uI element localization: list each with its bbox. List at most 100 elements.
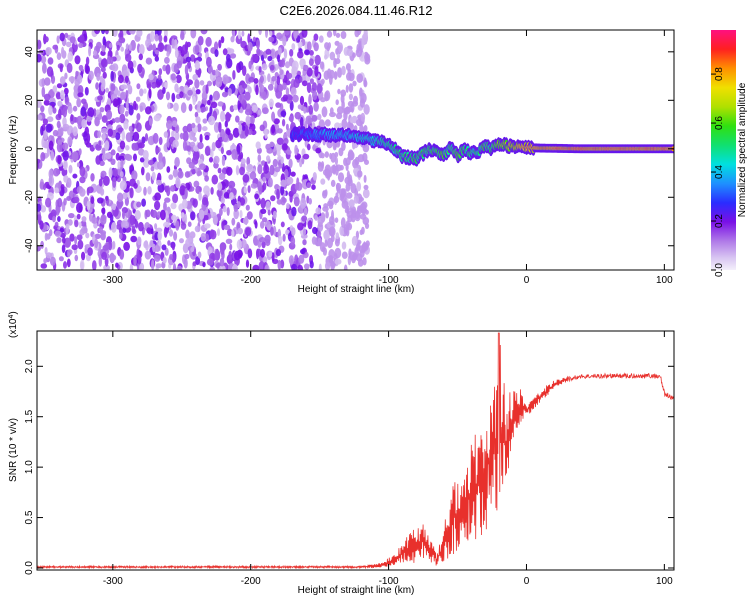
noise-blob (260, 54, 265, 62)
noise-blob (254, 193, 259, 200)
noise-blob (256, 48, 261, 56)
noise-blob (137, 63, 143, 74)
noise-blob (98, 178, 103, 187)
noise-blob (105, 30, 109, 35)
noise-blob (102, 71, 107, 79)
noise-blob (320, 78, 325, 85)
noise-blob (189, 141, 196, 148)
noise-blob (67, 105, 73, 114)
noise-blob (214, 41, 219, 51)
noise-blob (155, 147, 160, 154)
noise-blob (148, 117, 153, 126)
noise-blob (202, 262, 206, 268)
noise-blob (203, 185, 210, 195)
noise-blob (46, 116, 54, 123)
noise-blob (252, 54, 259, 62)
noise-blob (78, 221, 82, 228)
noise-blob (226, 166, 233, 176)
noise-blob (171, 214, 177, 221)
noise-blob (37, 53, 42, 63)
noise-blob (131, 225, 136, 233)
noise-blob (277, 259, 282, 270)
y-tick-label: 0 (24, 146, 35, 152)
noise-blob (81, 226, 88, 234)
noise-blob (335, 112, 343, 120)
noise-blob (76, 98, 82, 108)
noise-blob (304, 263, 310, 270)
noise-blob (136, 113, 141, 121)
noise-blob (341, 142, 346, 151)
noise-blob (154, 33, 159, 42)
snr-y-ticks: 0.0 0.5 1.0 1.5 2.0 (24, 359, 674, 575)
noise-blob (111, 63, 119, 72)
noise-blob (190, 211, 196, 221)
noise-blob (215, 76, 223, 88)
y-tick-label: 1.0 (24, 460, 35, 474)
noise-blob (107, 128, 114, 137)
noise-blob (81, 216, 87, 222)
noise-blob (343, 264, 348, 270)
noise-blob (246, 211, 253, 220)
noise-blob (57, 128, 62, 137)
noise-blob (286, 176, 294, 185)
noise-blob (269, 30, 273, 36)
noise-blob (44, 232, 48, 241)
noise-blob (229, 53, 237, 59)
noise-blob (172, 193, 179, 204)
noise-blob (120, 46, 124, 52)
noise-blob (198, 211, 205, 219)
noise-blob (255, 141, 261, 149)
noise-blob (311, 82, 317, 92)
noise-blob (284, 61, 291, 69)
noise-blob (146, 227, 152, 234)
noise-blob (154, 49, 159, 55)
noise-blob (233, 104, 239, 111)
noise-blob (40, 240, 44, 249)
noise-blob (204, 175, 210, 182)
noise-blob (262, 176, 267, 183)
noise-blob (278, 85, 284, 92)
noise-blob (85, 65, 91, 75)
noise-blob (289, 49, 294, 57)
noise-blob (39, 220, 44, 230)
noise-blob (182, 199, 188, 209)
noise-blob (117, 90, 121, 97)
x-tick-label: 100 (656, 275, 673, 286)
noise-blob (348, 251, 356, 261)
noise-blob (112, 203, 116, 211)
noise-blob (348, 93, 353, 101)
noise-blob (62, 150, 69, 161)
noise-blob (274, 166, 281, 173)
noise-blob (97, 197, 104, 204)
noise-blob (341, 118, 348, 129)
noise-blob (165, 91, 171, 101)
noise-blob (74, 254, 79, 262)
noise-blob (203, 214, 209, 221)
noise-blob (297, 222, 304, 231)
noise-blob (276, 137, 284, 145)
noise-blob (154, 245, 161, 252)
noise-blob (171, 130, 175, 138)
noise-blob (256, 39, 260, 49)
noise-blob (293, 30, 298, 40)
noise-blob (232, 30, 236, 39)
noise-blob (64, 96, 70, 105)
noise-blob (119, 232, 123, 240)
noise-blob (245, 204, 250, 211)
noise-blob (79, 259, 85, 270)
noise-blob (194, 79, 200, 89)
noise-blob (247, 128, 253, 135)
noise-blob (303, 207, 308, 216)
noise-blob (263, 164, 270, 174)
noise-blob (349, 116, 355, 124)
noise-blob (207, 80, 212, 87)
noise-blob (283, 137, 289, 145)
noise-blob (166, 185, 171, 197)
noise-blob (174, 48, 179, 58)
noise-blob (101, 44, 106, 53)
noise-blob (188, 103, 193, 112)
noise-blob (324, 90, 331, 101)
noise-blob (101, 115, 108, 123)
noise-blob (197, 142, 204, 150)
noise-blob (118, 37, 126, 44)
